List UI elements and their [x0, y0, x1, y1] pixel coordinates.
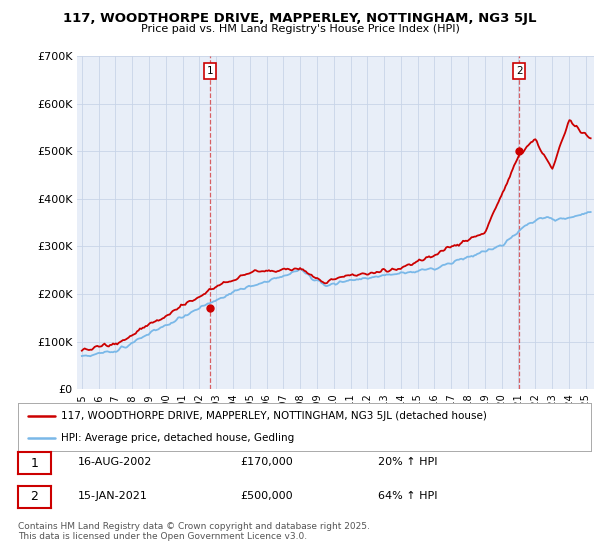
Text: 20% ↑ HPI: 20% ↑ HPI [378, 457, 437, 467]
Text: 64% ↑ HPI: 64% ↑ HPI [378, 491, 437, 501]
Text: Contains HM Land Registry data © Crown copyright and database right 2025.
This d: Contains HM Land Registry data © Crown c… [18, 522, 370, 542]
Text: £170,000: £170,000 [240, 457, 293, 467]
Text: HPI: Average price, detached house, Gedling: HPI: Average price, detached house, Gedl… [61, 433, 294, 443]
Text: £500,000: £500,000 [240, 491, 293, 501]
Text: 16-AUG-2002: 16-AUG-2002 [78, 457, 152, 467]
Text: Price paid vs. HM Land Registry's House Price Index (HPI): Price paid vs. HM Land Registry's House … [140, 24, 460, 34]
Text: 15-JAN-2021: 15-JAN-2021 [78, 491, 148, 501]
Text: 117, WOODTHORPE DRIVE, MAPPERLEY, NOTTINGHAM, NG3 5JL: 117, WOODTHORPE DRIVE, MAPPERLEY, NOTTIN… [63, 12, 537, 25]
Text: 1: 1 [31, 456, 38, 470]
Text: 117, WOODTHORPE DRIVE, MAPPERLEY, NOTTINGHAM, NG3 5JL (detached house): 117, WOODTHORPE DRIVE, MAPPERLEY, NOTTIN… [61, 411, 487, 421]
Text: 1: 1 [206, 66, 213, 76]
Text: 2: 2 [516, 66, 523, 76]
Text: 2: 2 [31, 490, 38, 503]
